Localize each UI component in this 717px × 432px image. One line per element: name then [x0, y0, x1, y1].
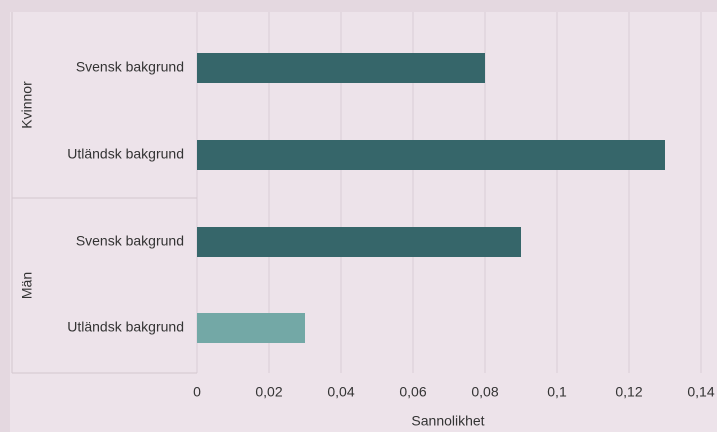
x-tick-label-7: 0,14 [687, 384, 714, 400]
x-tick-label-2: 0,04 [327, 384, 354, 400]
bar-1-0 [197, 227, 521, 257]
group-label-1: Män [19, 272, 35, 299]
bar-1-1 [197, 313, 305, 343]
x-tick-label-4: 0,08 [471, 384, 498, 400]
x-axis-label: Sannolikhet [411, 413, 484, 429]
bar-0-0 [197, 53, 485, 83]
category-label-1-0: Svensk bakgrund [76, 233, 184, 249]
category-label-1-1: Utländsk bakgrund [67, 319, 184, 335]
group-label-0: Kvinnor [19, 81, 35, 129]
x-tick-label-5: 0,1 [547, 384, 567, 400]
x-tick-label-3: 0,06 [399, 384, 426, 400]
category-label-0-0: Svensk bakgrund [76, 59, 184, 75]
category-label-0-1: Utländsk bakgrund [67, 146, 184, 162]
x-tick-label-0: 0 [193, 384, 201, 400]
x-tick-label-1: 0,02 [255, 384, 282, 400]
bar-0-1 [197, 140, 665, 170]
x-tick-label-6: 0,12 [615, 384, 642, 400]
